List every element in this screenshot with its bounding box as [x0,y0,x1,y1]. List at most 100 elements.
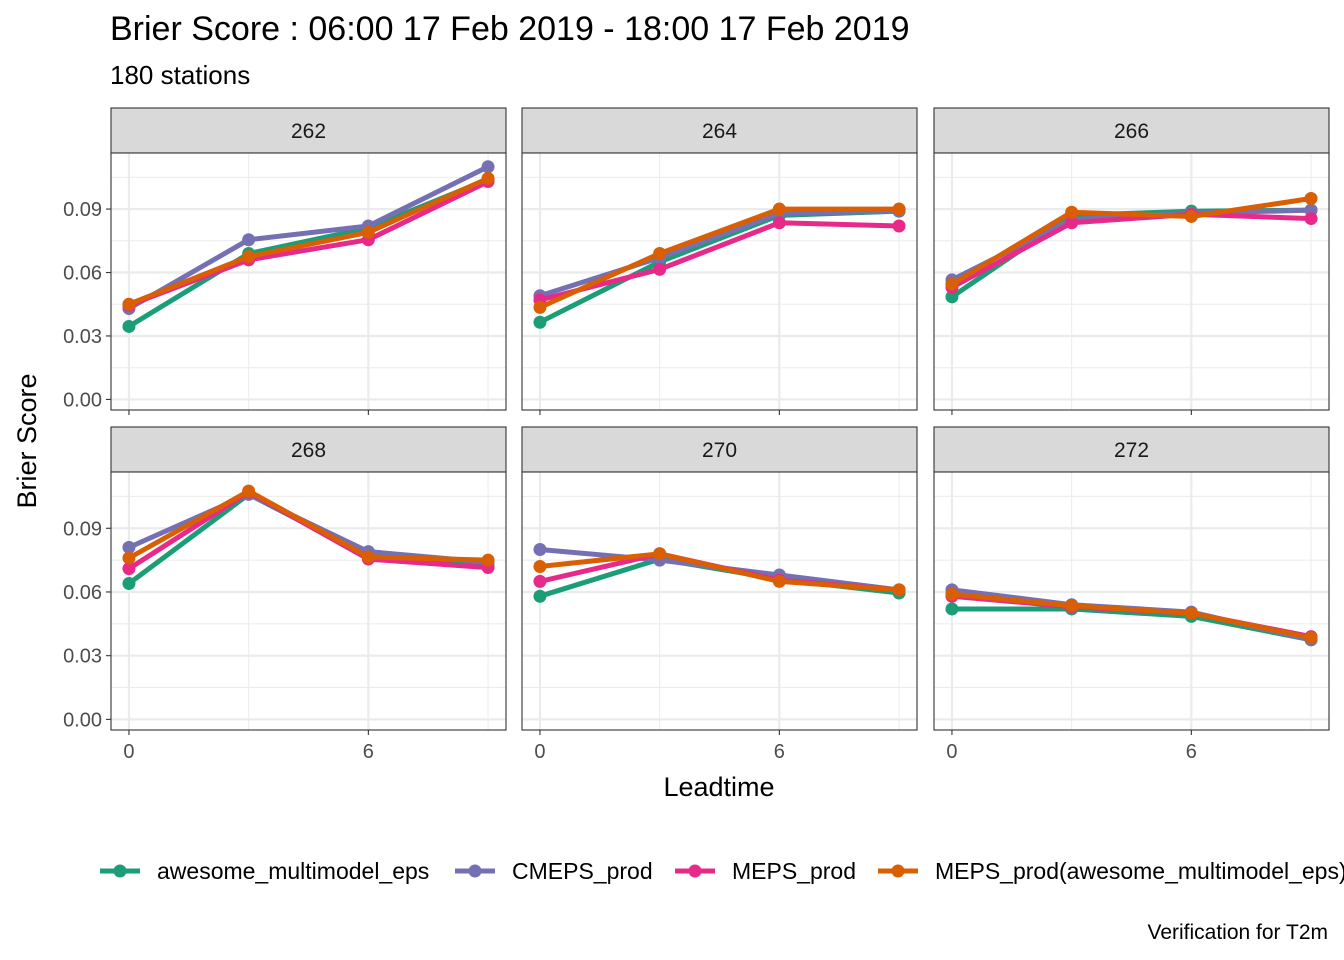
x-tick-label: 6 [363,741,374,763]
panel-border [933,471,1330,731]
data-point [361,225,375,239]
data-point [1065,205,1079,219]
series-line [951,591,1312,641]
data-point [1184,606,1198,620]
legend-item: MEPS_prod [675,858,856,884]
y-tick-label: 0.03 [63,326,102,348]
data-point [653,246,667,260]
facet-strip [933,107,1330,154]
data-point [122,562,136,576]
x-tick-label: 0 [946,741,957,763]
series-line [128,176,490,307]
data-point [533,589,547,603]
data-point [1065,599,1079,613]
data-point [533,315,547,329]
facet-strip-label: 266 [1114,120,1149,143]
facet-strip-label: 270 [702,439,737,462]
data-point [242,250,256,264]
data-point [945,587,959,601]
legend-item: CMEPS_prod [455,858,653,884]
data-point [533,543,547,557]
y-axis-title: Brier Score [12,373,42,508]
data-point [945,290,959,304]
chart-caption: Verification for T2m [1147,921,1328,944]
panel-background [934,153,1329,410]
y-tick-label: 0.09 [63,199,102,221]
facet-strip [110,426,507,473]
y-tick-label: 0.06 [63,582,102,604]
panel-border [933,152,1330,411]
series-line [539,220,900,303]
data-point [892,583,906,597]
data-point [533,559,547,573]
panel-border [110,152,507,411]
data-point [122,297,136,311]
data-point [892,219,906,233]
panel-border [110,471,507,731]
data-point [1304,631,1318,645]
data-point [1184,209,1198,223]
chart-subtitle: 180 stations [110,60,250,90]
y-tick-label: 0.09 [63,518,102,540]
facet-strip [110,107,507,154]
legend-key-point [688,864,702,878]
data-point [122,576,136,590]
x-tick-label: 6 [774,741,785,763]
data-point [945,602,959,616]
y-tick-label: 0.00 [63,389,102,411]
series-line [950,211,1312,290]
panel-266: 266 [933,107,1330,415]
data-point [772,202,786,216]
chart-title: Brier Score : 06:00 17 Feb 2019 - 18:00 … [110,10,910,48]
data-point [242,233,256,247]
data-point [772,574,786,588]
data-point [945,277,959,291]
legend-label: CMEPS_prod [512,858,653,884]
legend: awesome_multimodel_eps CMEPS_prod MEPS_pro… [100,858,1344,884]
data-point [481,171,495,185]
y-tick-label: 0.00 [63,709,102,731]
legend-item: awesome_multimodel_eps [100,858,429,884]
data-point [1065,216,1079,230]
x-axis-title: Leadtime [663,772,774,802]
data-point [533,300,547,314]
series-line [127,488,489,563]
series-line [127,164,490,311]
x-tick-label: 6 [1186,741,1197,763]
data-point [533,574,547,588]
data-point [361,550,375,564]
x-tick-label: 0 [123,741,134,763]
panel-border [521,152,918,411]
panel-268: 268 0.00 0.03 0.06 0.09 0 6 [63,426,507,763]
facet-strip [521,426,918,473]
data-point [772,216,786,230]
panel-272: 272 0 6 [933,426,1330,763]
data-point [122,551,136,565]
data-point [242,484,256,498]
series-line [538,206,899,310]
panel-background [522,472,917,730]
panel-270: 270 0 6 [521,426,918,763]
data-point [1304,191,1318,205]
legend-label: MEPS_prod(awesome_multimodel_eps) [935,858,1344,884]
data-point [481,160,495,174]
y-tick-label: 0.06 [63,263,102,285]
data-point [653,262,667,276]
legend-item: MEPS_prod(awesome_multimodel_eps) [878,858,1344,884]
data-point [481,553,495,567]
legend-label: awesome_multimodel_eps [157,858,429,884]
panel-264: 264 [521,107,918,415]
facet-strip-label: 262 [291,120,326,143]
series-line [950,196,1312,287]
data-point [892,202,906,216]
legend-key-point [468,864,482,878]
x-tick-label: 0 [534,741,545,763]
legend-key-point [891,864,905,878]
series-line [539,208,900,299]
data-point [122,540,136,554]
legend-key-point [113,864,127,878]
y-tick-label: 0.03 [63,646,102,668]
facet-strip-label: 264 [702,120,737,143]
facet-strip-label: 268 [291,439,326,462]
